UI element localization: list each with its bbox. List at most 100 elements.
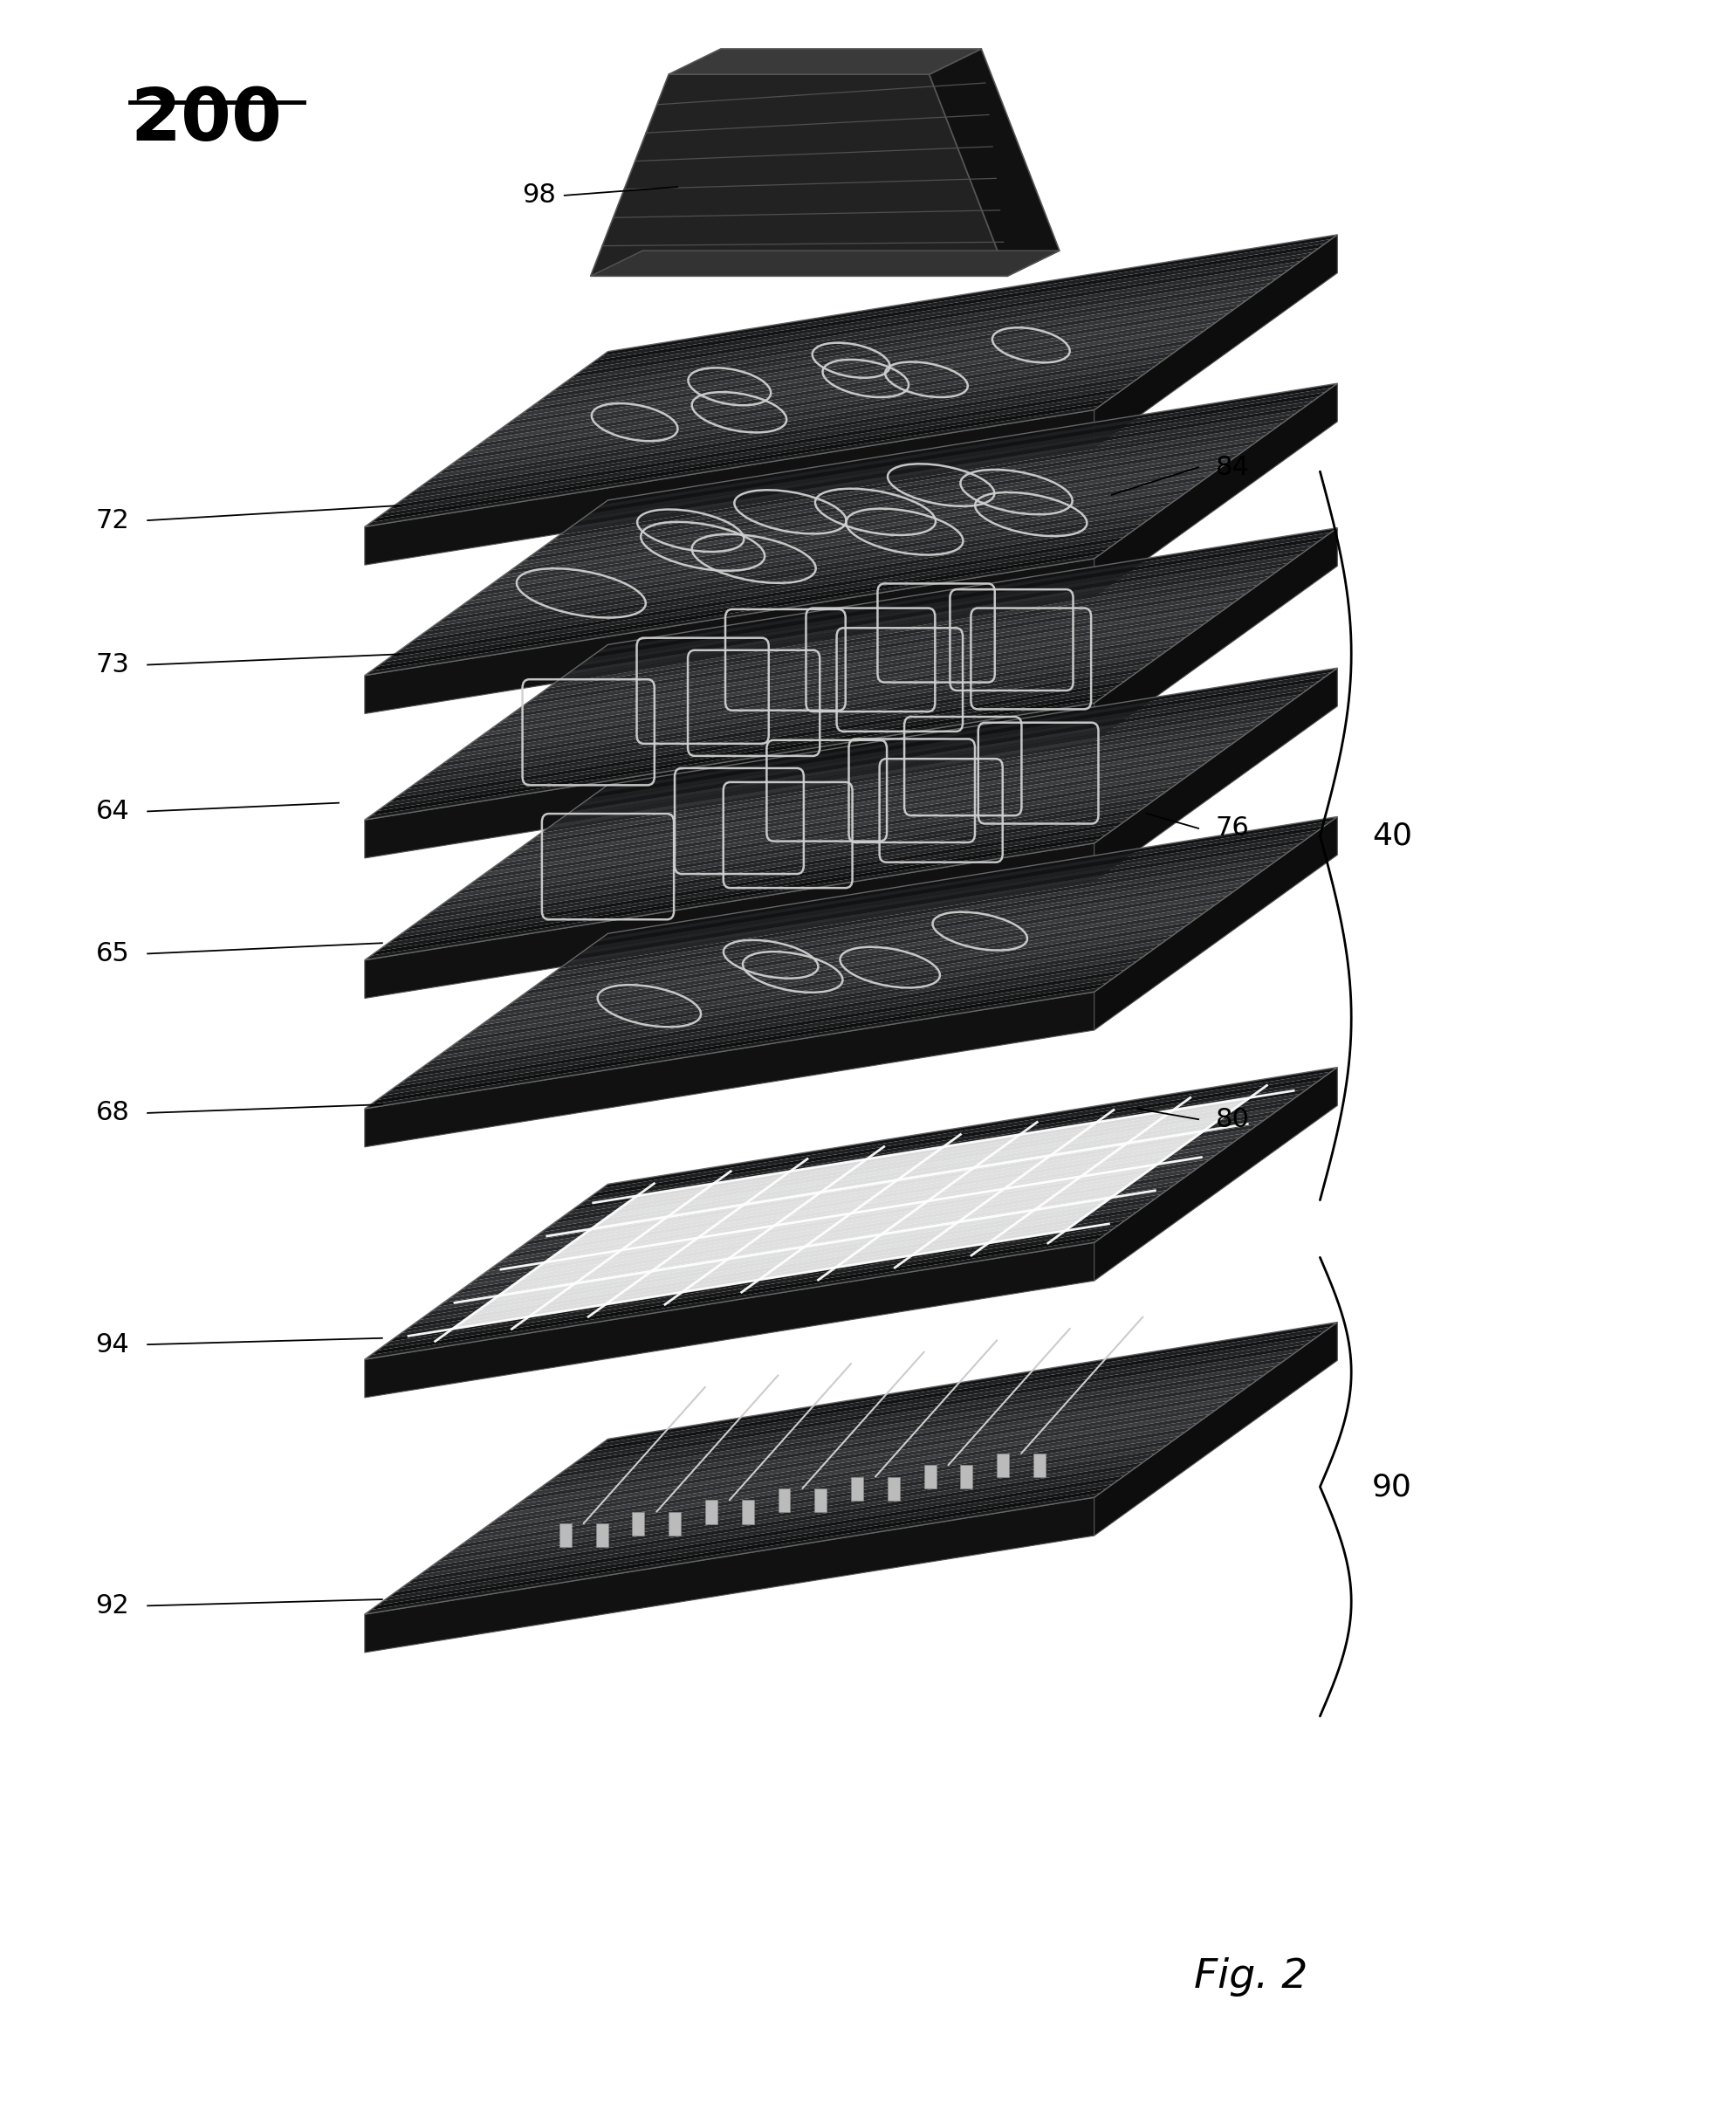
Polygon shape (401, 380, 1135, 501)
Polygon shape (927, 1155, 1050, 1200)
Polygon shape (535, 716, 1271, 837)
Polygon shape (372, 550, 1106, 671)
Polygon shape (571, 1090, 1307, 1211)
Polygon shape (462, 769, 1198, 890)
Polygon shape (394, 966, 1130, 1087)
Polygon shape (467, 624, 1203, 746)
Polygon shape (590, 826, 1325, 947)
Polygon shape (804, 1200, 927, 1247)
Polygon shape (406, 1461, 1142, 1585)
Polygon shape (545, 1217, 667, 1262)
Text: 72: 72 (95, 508, 128, 533)
Polygon shape (547, 274, 1281, 395)
Polygon shape (431, 1189, 1167, 1311)
Polygon shape (413, 1457, 1149, 1580)
Polygon shape (510, 593, 1246, 714)
Polygon shape (474, 327, 1208, 448)
Polygon shape (564, 554, 1300, 675)
Polygon shape (552, 852, 1288, 973)
Polygon shape (528, 869, 1264, 990)
Polygon shape (590, 251, 1059, 276)
Polygon shape (583, 830, 1319, 952)
Text: 94: 94 (95, 1332, 128, 1357)
Polygon shape (425, 943, 1160, 1064)
Polygon shape (462, 484, 1198, 605)
Polygon shape (552, 1357, 1288, 1478)
Polygon shape (474, 1415, 1208, 1536)
Polygon shape (547, 1361, 1281, 1483)
Polygon shape (479, 905, 1215, 1026)
Polygon shape (450, 1432, 1184, 1553)
Polygon shape (503, 1138, 1240, 1260)
Polygon shape (547, 1107, 1281, 1228)
Polygon shape (455, 1427, 1191, 1548)
Polygon shape (523, 1124, 1257, 1245)
Polygon shape (590, 1077, 1325, 1198)
Polygon shape (377, 690, 1111, 811)
Polygon shape (851, 1476, 863, 1500)
Polygon shape (377, 1230, 1111, 1351)
Polygon shape (601, 382, 1337, 506)
Polygon shape (450, 344, 1184, 465)
Polygon shape (413, 370, 1149, 493)
Polygon shape (571, 550, 1307, 671)
Polygon shape (450, 777, 1184, 898)
Polygon shape (528, 435, 1264, 556)
Polygon shape (450, 1177, 1184, 1298)
Polygon shape (486, 1151, 1222, 1272)
Polygon shape (498, 310, 1233, 431)
Polygon shape (535, 431, 1271, 552)
Polygon shape (503, 452, 1240, 576)
Polygon shape (564, 1349, 1300, 1470)
Polygon shape (498, 1143, 1233, 1264)
Polygon shape (621, 1204, 743, 1251)
Text: 98: 98 (521, 183, 556, 208)
Polygon shape (576, 686, 1312, 807)
Polygon shape (517, 729, 1252, 850)
Polygon shape (974, 1121, 1095, 1168)
Polygon shape (1094, 667, 1337, 881)
Polygon shape (444, 1436, 1179, 1557)
Polygon shape (1080, 1130, 1203, 1177)
Polygon shape (365, 1497, 1094, 1652)
Polygon shape (382, 1480, 1118, 1601)
Text: 84: 84 (1215, 455, 1250, 480)
Polygon shape (835, 1221, 958, 1268)
Polygon shape (601, 1066, 1337, 1189)
Polygon shape (1094, 382, 1337, 597)
Polygon shape (420, 658, 1154, 780)
Polygon shape (389, 971, 1125, 1092)
Polygon shape (382, 393, 1118, 514)
Polygon shape (814, 1489, 826, 1512)
Polygon shape (552, 1102, 1288, 1223)
Polygon shape (444, 930, 1179, 1051)
Polygon shape (450, 926, 1184, 1047)
Polygon shape (462, 1168, 1198, 1289)
Polygon shape (851, 1168, 974, 1213)
Polygon shape (727, 1213, 851, 1260)
Polygon shape (540, 427, 1276, 548)
Polygon shape (576, 546, 1312, 667)
Polygon shape (523, 873, 1257, 994)
Polygon shape (540, 860, 1276, 981)
Polygon shape (498, 1251, 621, 1296)
Polygon shape (528, 1119, 1264, 1240)
Polygon shape (564, 261, 1300, 382)
Polygon shape (547, 423, 1281, 544)
Polygon shape (601, 527, 1337, 650)
Polygon shape (503, 304, 1240, 427)
Polygon shape (1127, 1098, 1250, 1143)
Polygon shape (365, 559, 1094, 714)
Polygon shape (960, 1466, 972, 1489)
Polygon shape (583, 682, 1319, 803)
Polygon shape (455, 633, 1191, 754)
Polygon shape (420, 947, 1154, 1068)
Polygon shape (559, 559, 1295, 680)
Polygon shape (486, 319, 1222, 440)
Polygon shape (517, 877, 1252, 998)
Polygon shape (523, 584, 1257, 705)
Polygon shape (528, 1374, 1264, 1495)
Polygon shape (365, 703, 1094, 858)
Polygon shape (517, 295, 1252, 416)
Polygon shape (743, 1160, 866, 1204)
